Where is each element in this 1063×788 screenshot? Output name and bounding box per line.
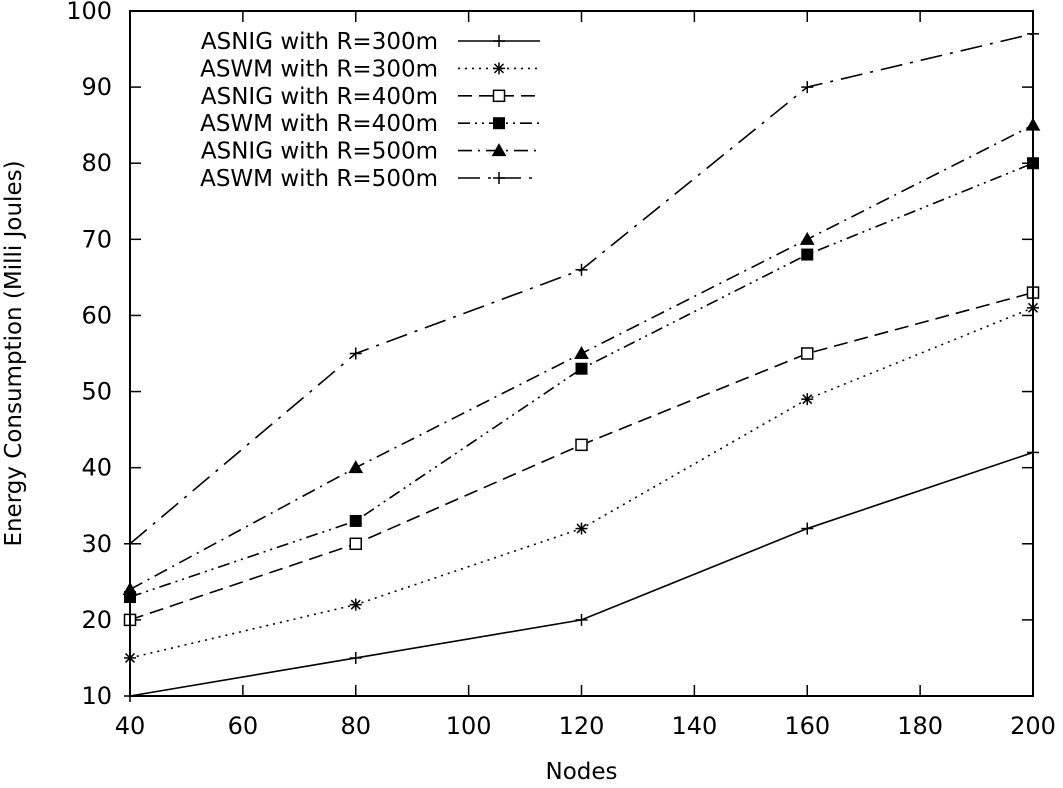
star-marker: [575, 522, 588, 535]
plot-frame: [129, 10, 1034, 697]
star-marker: [801, 393, 814, 406]
plus-marker: [493, 172, 505, 184]
filled-square-marker: [493, 117, 505, 130]
y-tick-label: 30: [81, 530, 112, 558]
star-marker: [349, 598, 362, 611]
series-line: [129, 307, 1034, 659]
plus-marker: [349, 651, 362, 664]
legend-entry: ASNIG with R=500m: [201, 139, 540, 165]
x-axis-title: Nodes: [545, 759, 617, 785]
open-square-marker: [349, 537, 362, 551]
legend-label: ASNIG with R=400m: [201, 84, 438, 110]
x-tick-label: 180: [897, 712, 943, 740]
legend-entry: ASNIG with R=300m: [201, 29, 540, 55]
y-tick-label: 80: [81, 149, 112, 177]
series-4: [124, 157, 1039, 604]
plus-marker: [801, 81, 814, 94]
y-tick-label: 40: [81, 454, 112, 482]
series-3: [123, 286, 1040, 627]
y-tick-label: 50: [81, 378, 112, 406]
x-tick-label: 80: [340, 712, 371, 740]
series-line: [129, 162, 1034, 598]
filled-square-marker: [801, 248, 814, 261]
y-tick-label: 90: [81, 73, 112, 101]
legend-label: ASWM with R=500m: [200, 166, 438, 192]
series-line: [129, 451, 1034, 697]
y-tick-label: 20: [81, 606, 112, 634]
filled-square-marker: [349, 514, 362, 527]
open-square-marker: [575, 438, 588, 452]
plus-marker: [575, 613, 588, 626]
legend-entry: ASNIG with R=400m: [201, 84, 540, 110]
filled-triangle-marker: [574, 345, 589, 359]
x-tick-label: 200: [1010, 712, 1056, 740]
legend-entry: ASWM with R=400m: [200, 111, 540, 137]
x-tick-label: 120: [559, 712, 605, 740]
plus-marker: [575, 263, 588, 276]
y-tick-label: 60: [81, 301, 112, 329]
series-line: [129, 291, 1034, 621]
filled-triangle-marker: [799, 231, 815, 245]
legend-label: ASNIG with R=500m: [201, 139, 438, 165]
legend-label: ASNIG with R=300m: [201, 29, 438, 55]
x-tick-label: 60: [228, 712, 259, 740]
legend-entry: ASWM with R=500m: [200, 166, 540, 192]
y-tick-label: 70: [81, 225, 112, 253]
x-tick-label: 100: [446, 712, 492, 740]
legend-label: ASWM with R=400m: [200, 111, 438, 137]
x-tick-label: 40: [115, 712, 146, 740]
open-square-marker: [492, 89, 506, 103]
filled-triangle-marker: [348, 460, 364, 474]
axis-ticks: 40 60 80 100 120 140 160 180 200 10 20 30 40 50 60 70 80…: [66, 0, 1056, 740]
plus-marker: [801, 522, 814, 535]
y-tick-label: 10: [81, 682, 112, 710]
x-tick-label: 140: [671, 712, 717, 740]
plus-marker: [349, 347, 362, 360]
open-square-marker: [801, 347, 814, 360]
star-marker: [493, 62, 505, 75]
filled-triangle-marker: [491, 143, 507, 157]
legend-label: ASWM with R=300m: [200, 56, 438, 82]
y-axis-title: Energy Consumption (Milli Joules): [1, 160, 27, 546]
series-1: [124, 446, 1039, 702]
y-tick-label: 100: [66, 0, 112, 25]
legend-entry: ASWM with R=300m: [200, 56, 540, 82]
x-tick-label: 160: [784, 712, 830, 740]
plus-marker: [493, 35, 505, 47]
filled-square-marker: [575, 362, 588, 375]
